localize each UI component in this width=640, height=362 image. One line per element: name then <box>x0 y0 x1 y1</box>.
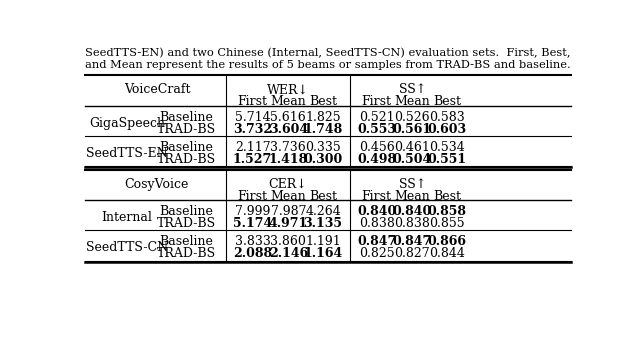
Text: 1.191: 1.191 <box>305 235 341 248</box>
Text: 5.174: 5.174 <box>233 217 272 230</box>
Text: CosyVoice: CosyVoice <box>125 178 189 191</box>
Text: Internal: Internal <box>102 211 152 224</box>
Text: 3.732: 3.732 <box>233 123 272 136</box>
Text: Baseline: Baseline <box>160 235 214 248</box>
Text: First: First <box>362 96 392 109</box>
Text: 4.264: 4.264 <box>305 205 341 218</box>
Text: Best: Best <box>309 190 337 203</box>
Text: Mean: Mean <box>394 96 430 109</box>
Text: Mean: Mean <box>394 190 430 203</box>
Text: TRAD-BS: TRAD-BS <box>157 248 216 260</box>
Text: First: First <box>237 96 268 109</box>
Text: 0.838: 0.838 <box>358 217 394 230</box>
Text: 0.504: 0.504 <box>393 153 432 166</box>
Text: 0.827: 0.827 <box>394 248 430 260</box>
Text: 0.461: 0.461 <box>394 141 430 153</box>
Text: First: First <box>362 190 392 203</box>
Text: GigaSpeech: GigaSpeech <box>89 117 165 130</box>
Text: 1.527: 1.527 <box>233 153 272 166</box>
Text: 0.551: 0.551 <box>428 153 467 166</box>
Text: 3.860: 3.860 <box>270 235 307 248</box>
Text: 3.833: 3.833 <box>235 235 271 248</box>
Text: 2.117: 2.117 <box>235 141 271 153</box>
Text: 2.088: 2.088 <box>233 248 272 260</box>
Text: TRAD-BS: TRAD-BS <box>157 153 216 166</box>
Text: 7.999: 7.999 <box>235 205 270 218</box>
Text: 1.418: 1.418 <box>269 153 308 166</box>
Text: 0.583: 0.583 <box>429 110 465 123</box>
Text: SeedTTS-CN: SeedTTS-CN <box>86 241 168 254</box>
Text: 5.714: 5.714 <box>235 110 271 123</box>
Text: TRAD-BS: TRAD-BS <box>157 217 216 230</box>
Text: TRAD-BS: TRAD-BS <box>157 123 216 136</box>
Text: Best: Best <box>433 96 461 109</box>
Text: 0.521: 0.521 <box>359 110 394 123</box>
Text: 1.825: 1.825 <box>305 110 341 123</box>
Text: 4.971: 4.971 <box>269 217 308 230</box>
Text: 0.847: 0.847 <box>357 235 396 248</box>
Text: 1.164: 1.164 <box>303 248 342 260</box>
Text: 3.604: 3.604 <box>269 123 308 136</box>
Text: Baseline: Baseline <box>160 110 214 123</box>
Text: SeedTTS-EN) and two Chinese (Internal, SeedTTS-CN) evaluation sets.  First, Best: SeedTTS-EN) and two Chinese (Internal, S… <box>85 48 571 70</box>
Text: Baseline: Baseline <box>160 205 214 218</box>
Text: 0.553: 0.553 <box>357 123 396 136</box>
Text: 0.847: 0.847 <box>393 235 432 248</box>
Text: 2.146: 2.146 <box>269 248 308 260</box>
Text: SS↑: SS↑ <box>399 84 426 96</box>
Text: Mean: Mean <box>271 190 306 203</box>
Text: 7.987: 7.987 <box>271 205 306 218</box>
Text: 0.840: 0.840 <box>357 205 396 218</box>
Text: 0.498: 0.498 <box>357 153 396 166</box>
Text: Best: Best <box>433 190 461 203</box>
Text: 0.335: 0.335 <box>305 141 341 153</box>
Text: CER↓: CER↓ <box>268 178 307 191</box>
Text: 0.840: 0.840 <box>393 205 432 218</box>
Text: First: First <box>237 190 268 203</box>
Text: Baseline: Baseline <box>160 141 214 153</box>
Text: 0.866: 0.866 <box>428 235 467 248</box>
Text: 0.603: 0.603 <box>428 123 467 136</box>
Text: SeedTTS-EN: SeedTTS-EN <box>86 147 168 160</box>
Text: Mean: Mean <box>271 96 306 109</box>
Text: VoiceCraft: VoiceCraft <box>124 84 190 96</box>
Text: 0.858: 0.858 <box>428 205 467 218</box>
Text: 0.526: 0.526 <box>394 110 430 123</box>
Text: 0.825: 0.825 <box>359 248 394 260</box>
Text: 3.736: 3.736 <box>271 141 306 153</box>
Text: SS↑: SS↑ <box>399 178 426 191</box>
Text: 1.748: 1.748 <box>303 123 342 136</box>
Text: 5.616: 5.616 <box>271 110 306 123</box>
Text: 0.300: 0.300 <box>303 153 342 166</box>
Text: 0.855: 0.855 <box>429 217 465 230</box>
Text: 0.838: 0.838 <box>394 217 430 230</box>
Text: 3.135: 3.135 <box>303 217 342 230</box>
Text: 0.534: 0.534 <box>429 141 465 153</box>
Text: 0.844: 0.844 <box>429 248 465 260</box>
Text: 0.456: 0.456 <box>359 141 394 153</box>
Text: Best: Best <box>309 96 337 109</box>
Text: 0.561: 0.561 <box>393 123 432 136</box>
Text: WER↓: WER↓ <box>267 84 309 96</box>
